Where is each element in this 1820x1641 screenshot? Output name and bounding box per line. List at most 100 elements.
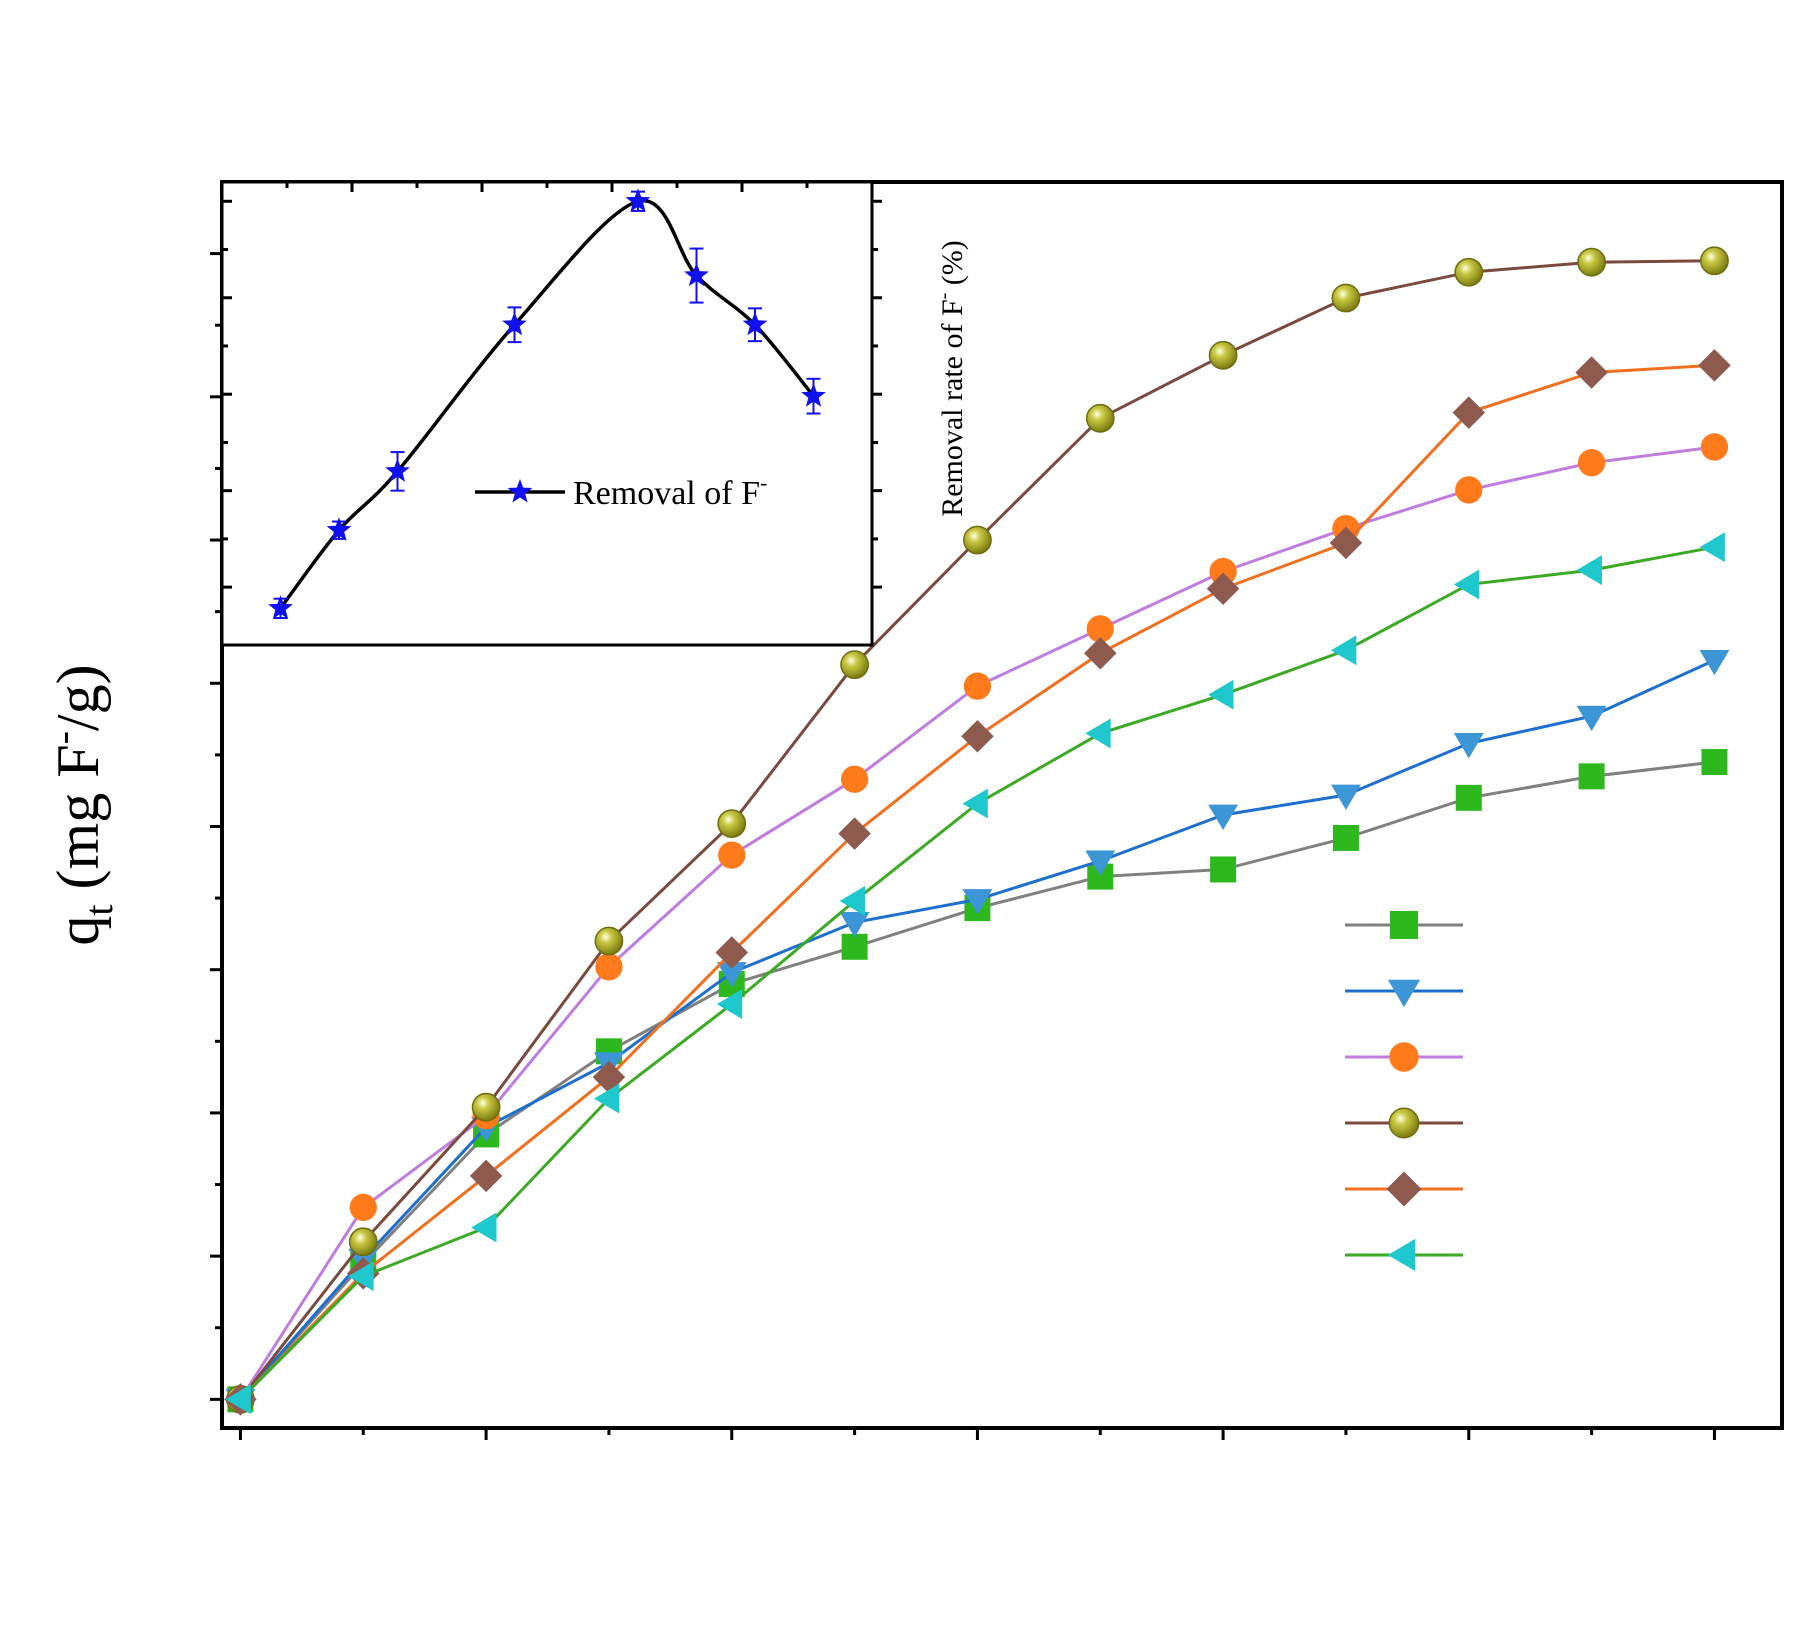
data-point-ph9 <box>471 1092 501 1122</box>
inset-data-point <box>684 262 709 287</box>
inset-data-point <box>742 311 768 336</box>
legend-item-ph3 <box>1345 911 1463 939</box>
y-axis-label-sup: - <box>40 731 85 744</box>
legend-item-ph7 <box>1345 1042 1463 1072</box>
inset-data-point <box>268 595 293 619</box>
data-point-ph12 <box>1208 679 1234 710</box>
legend-marker-ph10 <box>1386 1171 1422 1207</box>
inset-y-label-text: Removal rate of F <box>936 299 969 516</box>
data-point-ph10 <box>469 1159 503 1193</box>
data-point-ph10 <box>715 936 749 969</box>
data-point-ph7 <box>1700 433 1729 461</box>
data-point-ph12 <box>225 1384 251 1415</box>
data-point-ph12 <box>1576 555 1603 586</box>
data-point-ph5 <box>1453 733 1484 759</box>
inset-y-label-sup: - <box>933 293 955 300</box>
data-point-ph5 <box>716 962 747 988</box>
inset-legend-label-1: Removal of F- <box>573 470 767 512</box>
data-point-ph12 <box>1085 718 1111 749</box>
data-point-ph7 <box>595 953 623 981</box>
legend-marker-ph3 <box>1390 911 1418 939</box>
data-point-ph12 <box>839 886 865 916</box>
data-point-ph5 <box>962 889 993 915</box>
inset-data-point <box>502 311 527 336</box>
inset-y-axis-label: Removal rate of F- (%) <box>933 240 969 517</box>
legend-marker-ph5 <box>1387 979 1421 1008</box>
inset-y-label-units: (%) <box>936 240 969 292</box>
data-point-ph9 <box>1085 403 1115 433</box>
data-point-ph3 <box>1210 856 1237 883</box>
data-point-ph12 <box>348 1261 374 1292</box>
data-point-ph7 <box>718 841 746 869</box>
data-point-ph12 <box>1453 569 1480 600</box>
data-point-ph7 <box>1455 476 1483 504</box>
data-point-ph3 <box>1701 749 1728 776</box>
legend-marker-ph12 <box>1387 1238 1416 1272</box>
data-point-ph12 <box>1330 635 1357 666</box>
legend-item-ph12 <box>1345 1238 1463 1272</box>
legend-item-ph5 <box>1345 979 1463 1008</box>
data-point-ph7 <box>1086 615 1114 643</box>
legend <box>1345 911 1463 1272</box>
data-point-ph5 <box>839 912 870 938</box>
y-axis-label-units: (mg F <box>45 744 111 904</box>
data-point-ph9 <box>1700 246 1729 276</box>
data-point-ph9 <box>1577 247 1607 277</box>
legend-item-ph9 <box>1345 1107 1463 1139</box>
data-point-ph3 <box>1578 763 1605 790</box>
inset-curve <box>279 198 815 610</box>
legend-item-ph10 <box>1345 1171 1463 1207</box>
data-point-ph9 <box>348 1227 378 1257</box>
data-point-ph12 <box>593 1083 620 1114</box>
data-point-ph10 <box>1206 572 1240 605</box>
inset-data-point <box>801 383 826 407</box>
data-point-ph9 <box>840 650 869 680</box>
data-point-ph3 <box>841 933 868 960</box>
inset-data-point <box>326 517 352 541</box>
data-point-ph10 <box>1329 526 1363 560</box>
data-point-ph7 <box>963 672 992 700</box>
y-axis-label: qt (mg F-/g) <box>40 664 121 945</box>
inset-plot: Removal rate of F- (%)Removal of F- <box>220 180 969 647</box>
main-plot: qt (mg F-/g) <box>40 180 1784 1440</box>
data-point-ph9 <box>1331 283 1361 313</box>
inset-data-point <box>625 188 651 212</box>
data-point-ph9 <box>1208 340 1238 370</box>
data-point-ph12 <box>471 1212 497 1243</box>
data-point-ph5 <box>1085 850 1116 876</box>
data-point-ph9 <box>594 926 624 956</box>
data-point-ph5 <box>1330 784 1361 810</box>
legend-marker-ph7 <box>1389 1042 1419 1072</box>
data-point-ph5 <box>1576 705 1607 732</box>
y-axis-label-units-end: /g) <box>45 664 111 731</box>
data-point-ph7 <box>840 765 869 793</box>
data-point-ph10 <box>1084 636 1117 670</box>
series-ph12 <box>225 532 1725 1415</box>
data-point-ph10 <box>1452 396 1486 429</box>
data-point-ph5 <box>1699 649 1730 676</box>
inset-legend-text: Removal of F <box>573 475 760 512</box>
inset-data-point <box>385 458 410 482</box>
data-point-ph3 <box>1332 824 1359 851</box>
data-point-ph9 <box>963 525 992 555</box>
legend-marker-ph9 <box>1388 1107 1420 1139</box>
inset-legend-sup: - <box>760 470 767 495</box>
data-point-ph10 <box>961 720 994 753</box>
data-point-ph10 <box>1698 349 1731 382</box>
inset-frame <box>220 180 874 647</box>
data-point-ph3 <box>1455 784 1482 811</box>
data-point-ph12 <box>716 989 743 1020</box>
data-point-ph12 <box>1699 532 1725 563</box>
data-point-ph7 <box>349 1193 377 1222</box>
plot-frame <box>220 180 1784 1430</box>
y-axis-label-sub: t <box>76 904 121 915</box>
data-point-ph10 <box>838 817 871 850</box>
data-point-ph12 <box>962 788 988 819</box>
data-point-ph9 <box>717 809 747 839</box>
data-point-ph9 <box>1454 257 1484 287</box>
y-axis-label-q: q <box>45 916 111 946</box>
data-point-ph7 <box>1209 557 1237 586</box>
inset-legend-marker <box>507 479 533 503</box>
data-point-ph7 <box>1577 449 1606 477</box>
